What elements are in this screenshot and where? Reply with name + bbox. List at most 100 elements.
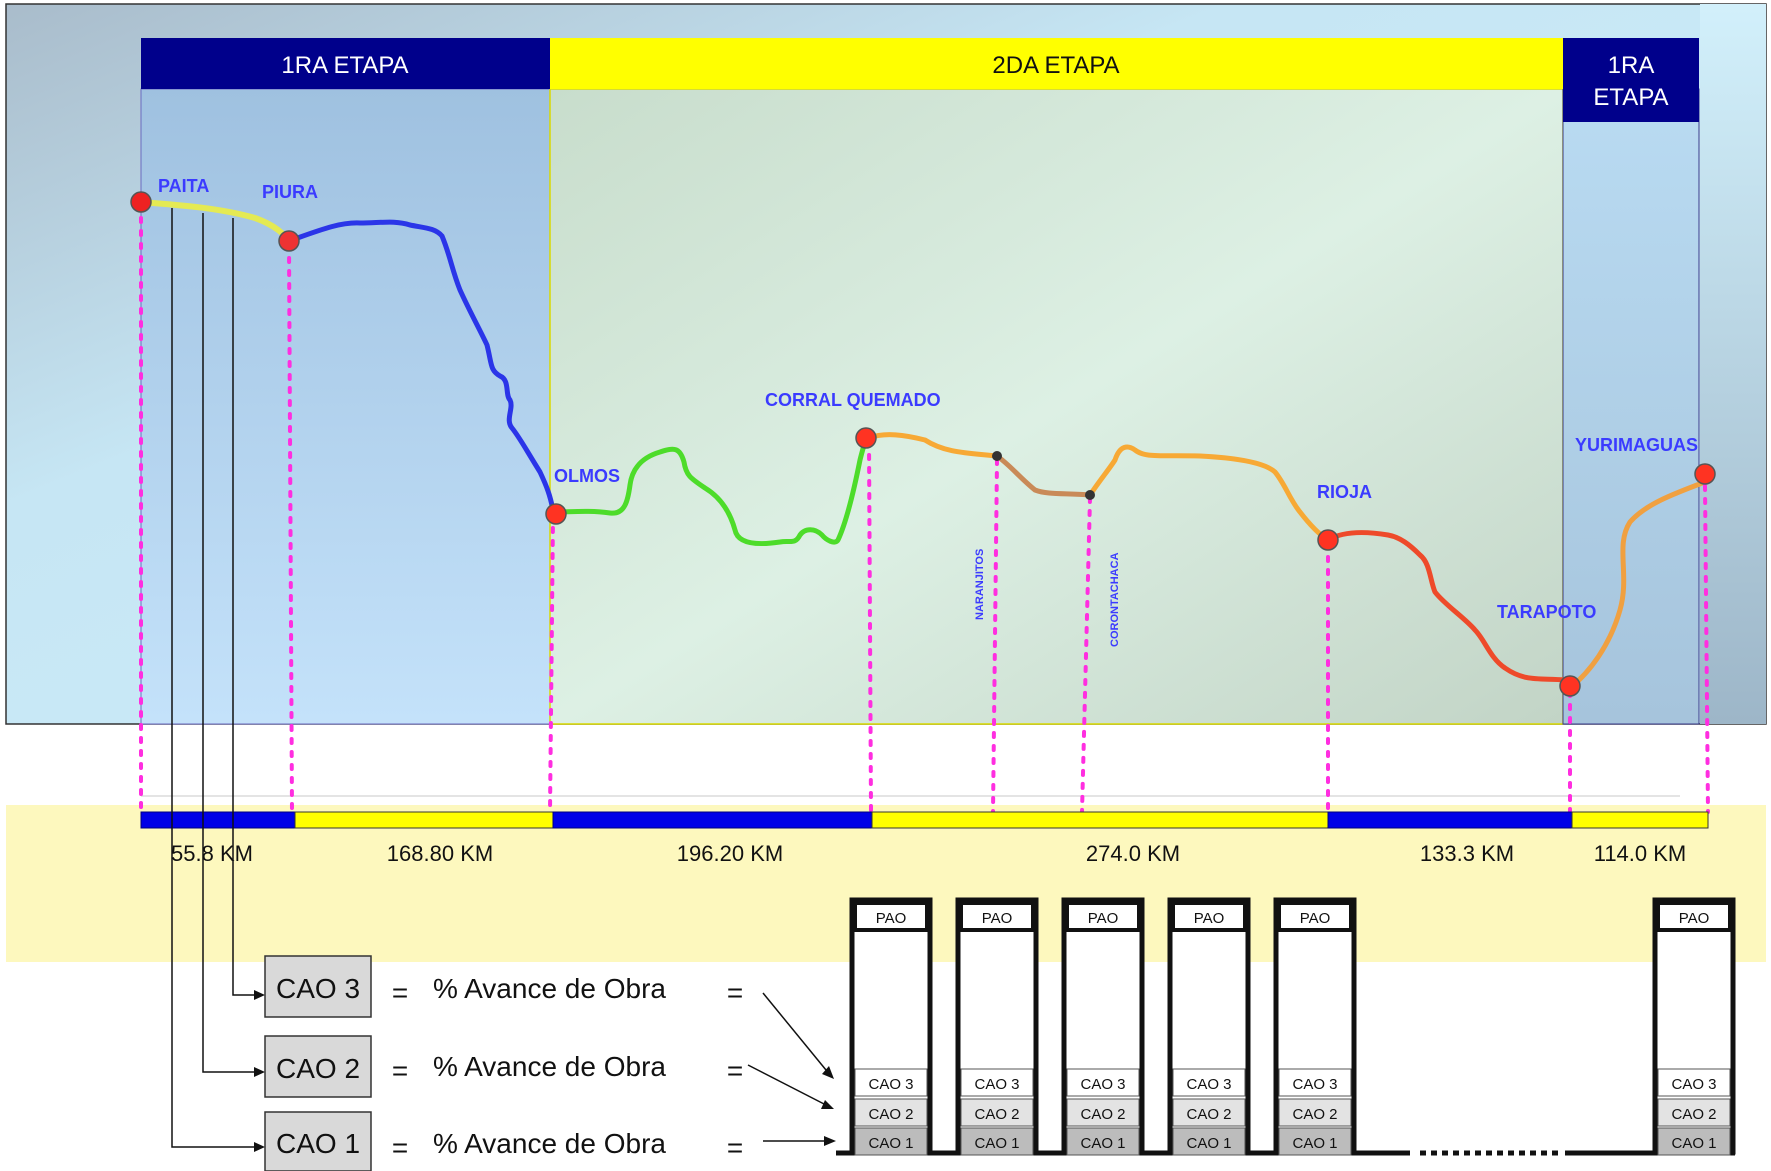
pao-cao-stacks: PAO CAO 3 CAO 2 CAO 1 PAO CAO 3 CAO 2 CAO 1 PAO C… (849, 897, 1736, 1156)
label-yurimaguas: YURIMAGUAS (1575, 435, 1698, 455)
route-tarapoto-yurimaguas (1567, 479, 1708, 691)
node-yurimaguas (1694, 463, 1716, 485)
label-paita: PAITA (158, 176, 209, 196)
formula-row3-eq2: = (727, 977, 743, 1008)
stage1-header-right-label-line1: 1RA (1608, 52, 1655, 79)
distance-label-s2: 168.80 KM (387, 841, 493, 866)
formula-row2-eq2: = (727, 1055, 743, 1086)
formula-row2-eq1: = (392, 1055, 408, 1086)
route-olmos-corral (550, 435, 872, 546)
stage2-zone (549, 88, 1564, 725)
label-olmos: OLMOS (554, 466, 620, 486)
distance-bar-s2 (294, 811, 554, 829)
stack-1-pao-label: PAO (876, 910, 907, 927)
connector-cao3 (232, 218, 258, 996)
arrowhead-row3 (822, 1066, 834, 1079)
formula-row1-text: % Avance de Obra (433, 1128, 666, 1159)
stack-4-cao2-label: CAO 2 (1186, 1106, 1231, 1123)
distance-label-s4: 274.0 KM (1086, 841, 1180, 866)
stack-2-cao2-label: CAO 2 (974, 1106, 1019, 1123)
stack-5-cao2-cell (1278, 1098, 1352, 1127)
distance-label-s3: 196.20 KM (677, 841, 783, 866)
route-corral-naranjitos (866, 432, 1000, 459)
cao-connectors (171, 208, 258, 1148)
label-rioja: RIOJA (1317, 482, 1372, 502)
stack-1-cao2-cell (854, 1098, 928, 1127)
distance-bar-s1 (140, 811, 296, 829)
connector-cao2 (202, 213, 258, 1073)
formula-row1-eq2: = (727, 1132, 743, 1163)
stage1-header-left-label: 1RA ETAPA (281, 52, 408, 79)
stack-5-cao1-cell (1278, 1127, 1352, 1156)
cao3-box (264, 955, 372, 1018)
node-naranjitos (992, 451, 1002, 461)
stack-1-cao2-label: CAO 2 (868, 1106, 913, 1123)
stage1-header-left (141, 38, 550, 89)
cao2-box-label: CAO 2 (276, 1053, 360, 1084)
stack-5-pao-cell (1277, 901, 1353, 932)
stack-4-pao-label: PAO (1194, 910, 1225, 927)
stage2-header-label: 2DA ETAPA (992, 52, 1119, 79)
node-olmos (545, 503, 567, 525)
dotted-markers (139, 203, 1710, 814)
stack-5-cao1-label: CAO 1 (1292, 1135, 1337, 1152)
stack-2-cao2-cell (960, 1098, 1034, 1127)
stage1-zone-left (140, 88, 551, 725)
connector-cao1 (171, 208, 258, 1148)
node-paita (130, 191, 152, 213)
stack-3-pao-label: PAO (1088, 910, 1119, 927)
stack-6-cao1-label: CAO 1 (1671, 1135, 1716, 1152)
stack-2-cao1-cell (960, 1127, 1034, 1156)
stack-6-pao-label: PAO (1679, 910, 1710, 927)
distance-bar-s6 (1571, 811, 1709, 829)
stack-3-cao1-label: CAO 1 (1080, 1135, 1125, 1152)
label-piura: PIURA (262, 182, 318, 202)
stack-6-pao-cell (1656, 901, 1732, 932)
formula-row3-text: % Avance de Obra (433, 973, 666, 1004)
marker-olmos (548, 513, 555, 814)
cao1-box-label: CAO 1 (276, 1128, 360, 1159)
stack-2-cao3-cell (960, 1068, 1034, 1097)
route-rioja-tarapoto (1325, 530, 1573, 691)
stack-6-cao1-cell (1657, 1127, 1731, 1156)
stack-2-cao1-label: CAO 1 (974, 1135, 1019, 1152)
stack-6-cao3-cell (1657, 1068, 1731, 1097)
stage2-header (550, 38, 1563, 89)
arrowhead-row1 (824, 1136, 836, 1146)
stack-4-cao1-cell (1172, 1127, 1246, 1156)
background-right-edge (1700, 4, 1766, 724)
stack-1-cao1-label: CAO 1 (868, 1135, 913, 1152)
formula-arrows (747, 992, 827, 1142)
stack-6-cao2-label: CAO 2 (1671, 1106, 1716, 1123)
node-corontachaca (1085, 490, 1095, 500)
stage1-header-right (1563, 38, 1699, 122)
label-tarapoto: TARAPOTO (1497, 602, 1596, 622)
formula-row3-eq1: = (392, 977, 408, 1008)
stack-6-cao2-cell (1657, 1098, 1731, 1127)
stack-5-cao2-label: CAO 2 (1292, 1106, 1337, 1123)
arrow-row2 (747, 1064, 827, 1106)
stack-2-pao-label: PAO (982, 910, 1013, 927)
marker-yurimaguas (1703, 484, 1710, 814)
stack-3-cao1-cell (1066, 1127, 1140, 1156)
distance-bar-s3 (552, 811, 873, 829)
marker-corontachaca (1080, 496, 1092, 814)
stack-4-cao1-label: CAO 1 (1186, 1135, 1231, 1152)
distance-label-s5: 133.3 KM (1420, 841, 1514, 866)
arrowhead-cao3 (254, 990, 265, 1000)
stack-1-cao1-cell (854, 1127, 928, 1156)
distance-bar-s5 (1327, 811, 1573, 829)
route-corontachaca-rioja (1087, 444, 1331, 543)
formula-row2-text: % Avance de Obra (433, 1051, 666, 1082)
distance-label-s6: 114.0 KM (1594, 841, 1687, 866)
stack-1-cao3-label: CAO 3 (868, 1076, 913, 1093)
stack-4-cao3-cell (1172, 1068, 1246, 1097)
cao1-box (264, 1111, 372, 1171)
label-naranjitos: NARANJITOS (974, 549, 986, 620)
stack-3-cao2-label: CAO 2 (1080, 1106, 1125, 1123)
stack-1-pao-cell (853, 901, 929, 932)
node-piura (278, 230, 300, 252)
marker-piura (287, 243, 294, 814)
